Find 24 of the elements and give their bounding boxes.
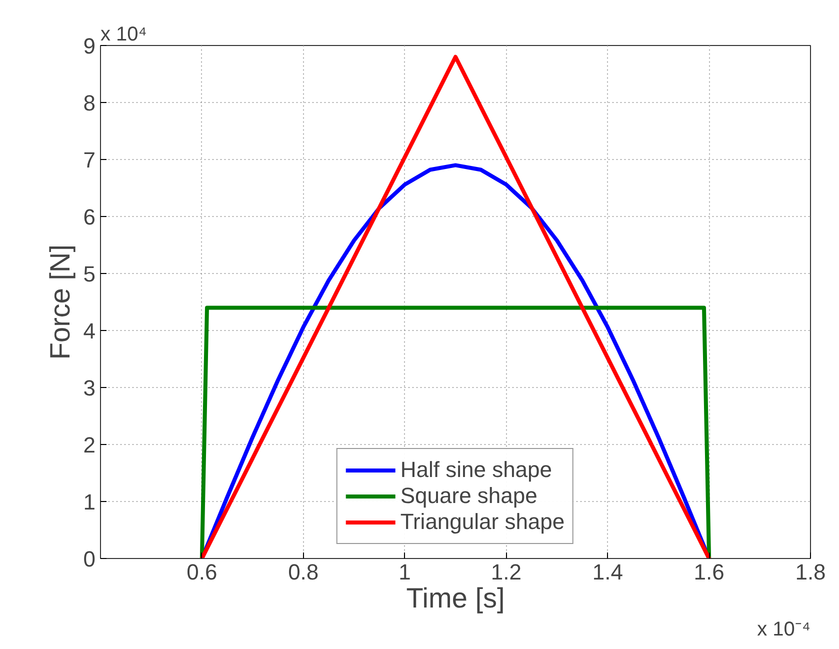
y-tick-label: 8 (83, 90, 96, 116)
y-tick-label: 2 (83, 432, 96, 458)
legend-label: Half sine shape (400, 457, 552, 483)
x-tick-label: 1 (398, 560, 411, 584)
x-tick-label: 1.2 (490, 560, 522, 584)
y-tick-label: 3 (83, 376, 96, 400)
x-tick-label: 1.4 (592, 560, 623, 584)
x-tick-label: 1.8 (795, 560, 826, 584)
y-tick-label: 6 (83, 204, 96, 230)
y-tick-label: 4 (83, 318, 96, 344)
y-tick-label: 9 (83, 34, 96, 58)
y-tick-label: 1 (83, 490, 96, 514)
x-tick-label: 0.8 (288, 560, 319, 584)
legend-label: Square shape (400, 483, 538, 509)
y-axis-title: Force [N] (44, 244, 76, 360)
x-tick-label: 0.6 (186, 560, 218, 584)
y-tick-label: 7 (83, 148, 96, 172)
x-tick-label: 1.6 (694, 560, 724, 584)
legend-label: Triangular shape (400, 509, 565, 535)
x-axis-title: Time [s] (406, 582, 505, 614)
text: x 10⁻⁴ (757, 618, 811, 640)
y-tick-label: 0 (83, 546, 96, 572)
annotation: x 10⁴ (100, 24, 147, 46)
y-tick-label: 5 (83, 262, 96, 286)
